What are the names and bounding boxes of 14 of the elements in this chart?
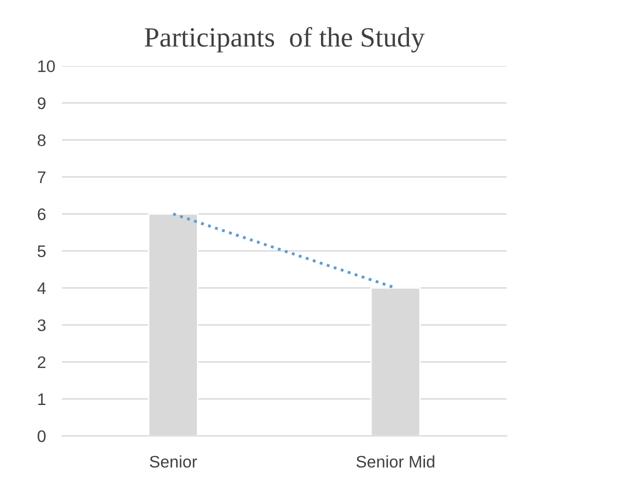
x-tick-label: Senior Mid (356, 455, 434, 468)
y-tick-label: 7 (38, 172, 46, 183)
x-tick-label: Senior (150, 455, 197, 468)
y-tick-label: 10 (38, 60, 55, 72)
y-tick-label: 3 (38, 319, 46, 332)
y-tick-label: 2 (38, 356, 46, 368)
y-tick-label: 9 (38, 97, 46, 110)
y-tick-label: 1 (38, 394, 46, 405)
y-tick-label: 4 (37, 282, 46, 294)
y-tick-label: 0 (38, 430, 46, 442)
y-tick-label: 5 (38, 246, 46, 258)
y-tick-label: 6 (38, 208, 46, 220)
chart-title: Participants of the Study (144, 26, 425, 53)
y-tick-label: 8 (38, 134, 46, 146)
